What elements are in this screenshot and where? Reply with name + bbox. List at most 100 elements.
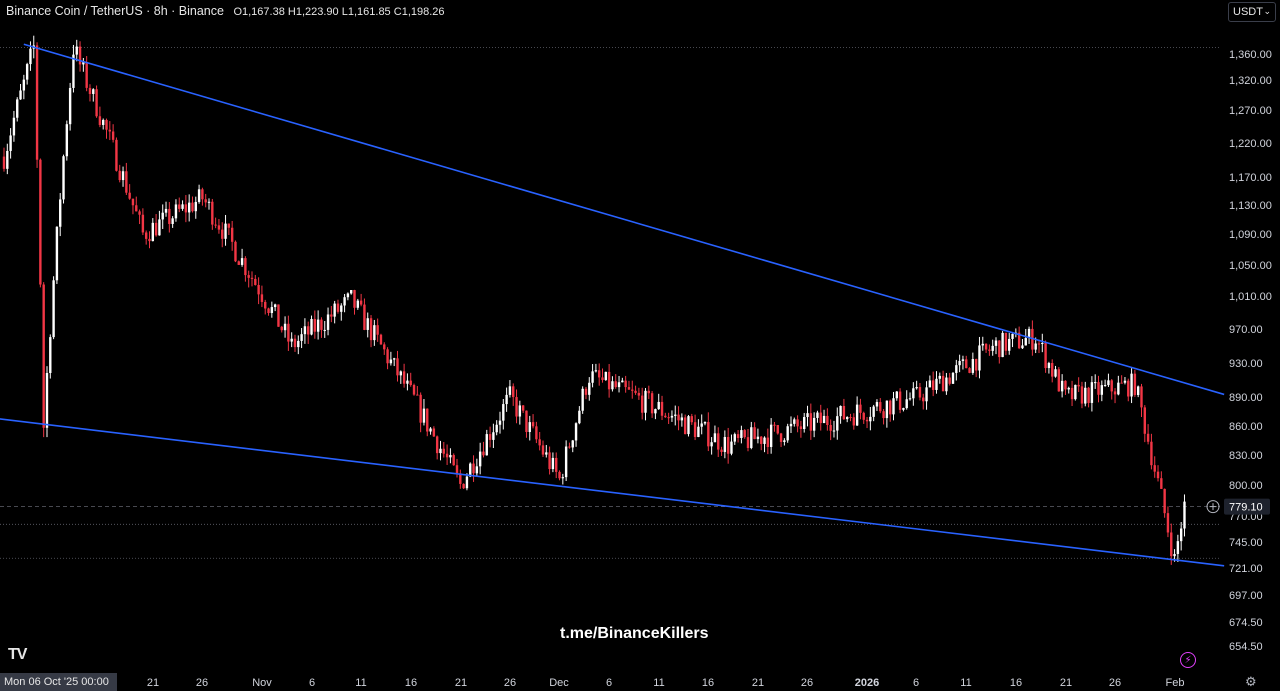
candle xyxy=(836,407,839,440)
candle xyxy=(776,425,779,435)
candle xyxy=(449,448,452,464)
candle xyxy=(307,321,310,344)
candle xyxy=(846,416,849,423)
candle xyxy=(902,407,905,412)
candle xyxy=(194,196,197,219)
candle xyxy=(998,340,1001,364)
candle xyxy=(598,363,601,386)
tradingview-logo[interactable]: TV xyxy=(8,646,27,663)
candle xyxy=(178,197,181,213)
candle xyxy=(769,418,773,454)
candle xyxy=(65,120,69,161)
candle xyxy=(1027,326,1031,344)
candle xyxy=(1117,375,1120,396)
y-tick-label: 970.00 xyxy=(1229,324,1263,336)
candle xyxy=(1113,388,1117,404)
candle xyxy=(912,382,915,406)
candle xyxy=(1166,506,1170,538)
symbol-title[interactable]: Binance Coin / TetherUS · 8h · Binance xyxy=(6,4,224,18)
candle xyxy=(429,427,432,435)
trendlines[interactable] xyxy=(0,43,1225,567)
x-tick-label: 26 xyxy=(801,677,813,689)
candle xyxy=(664,412,667,418)
candle xyxy=(187,194,191,222)
candle xyxy=(75,39,78,62)
candle xyxy=(412,383,416,396)
trendline-upper[interactable] xyxy=(23,43,1225,396)
candle xyxy=(482,441,485,458)
gear-icon[interactable]: ⚙ xyxy=(1245,674,1257,689)
candle xyxy=(492,423,495,449)
candle xyxy=(234,240,237,263)
candle xyxy=(779,432,783,448)
candle xyxy=(283,316,287,338)
candle xyxy=(531,414,535,429)
candle xyxy=(204,193,207,208)
candle xyxy=(806,405,809,427)
candle xyxy=(39,158,42,288)
candle xyxy=(224,214,227,246)
candle xyxy=(502,398,505,430)
x-tick-label: 6 xyxy=(606,677,612,689)
candle xyxy=(915,380,918,390)
candle xyxy=(389,351,393,366)
candle xyxy=(1150,433,1153,470)
candle xyxy=(875,399,879,411)
candle xyxy=(82,57,85,72)
candle xyxy=(72,44,75,93)
candle xyxy=(525,410,528,438)
candle xyxy=(1044,340,1047,373)
candle xyxy=(59,193,62,237)
candle xyxy=(654,408,657,420)
x-tick-label: 11 xyxy=(355,677,366,689)
candle xyxy=(121,166,125,187)
candle xyxy=(402,363,406,388)
candle xyxy=(1054,365,1057,378)
candle xyxy=(102,118,105,130)
currency-select[interactable]: USDT ⌄ xyxy=(1228,2,1276,22)
x-tick-label: 26 xyxy=(196,677,208,689)
x-tick-label: 16 xyxy=(1010,677,1022,689)
candle xyxy=(52,276,55,340)
candle xyxy=(746,428,750,452)
candle xyxy=(809,403,813,440)
candle xyxy=(581,386,584,414)
candle xyxy=(250,271,254,287)
candle xyxy=(350,290,353,295)
candle xyxy=(201,187,204,206)
bolt-icon[interactable]: ⚡ xyxy=(1180,652,1196,668)
candle xyxy=(432,426,436,437)
candle xyxy=(683,414,687,435)
y-tick-label: 721.00 xyxy=(1229,563,1263,575)
candle xyxy=(115,137,118,172)
candle xyxy=(452,453,455,466)
candle xyxy=(799,420,803,438)
time-axis[interactable]: 21 26 Nov 6 11 16 21 26 Dec 6 11 16 21 26 2026 6 11 16 21 2… xyxy=(147,677,1185,689)
trendline-lower[interactable] xyxy=(0,418,1225,567)
candle xyxy=(730,434,733,456)
candle xyxy=(1021,338,1024,349)
candle xyxy=(62,154,65,204)
add-alert-icon[interactable] xyxy=(1206,500,1220,514)
candle xyxy=(928,375,932,388)
candle xyxy=(925,381,928,410)
candle xyxy=(750,421,753,450)
candle xyxy=(935,371,938,394)
candle xyxy=(789,416,793,434)
candle xyxy=(978,336,981,379)
candle xyxy=(1123,377,1127,385)
candle xyxy=(1146,424,1150,445)
candle xyxy=(1153,456,1156,478)
candle xyxy=(214,217,217,229)
horizontal-levels xyxy=(0,47,1220,559)
x-tick-label: 16 xyxy=(405,677,417,689)
price-axis[interactable]: 1,360.00 1,320.00 1,270.00 1,220.00 1,170.00… xyxy=(1229,49,1272,653)
candle xyxy=(118,164,121,183)
candle xyxy=(221,222,224,248)
candle xyxy=(1094,374,1097,389)
x-tick-label: 11 xyxy=(960,677,971,689)
candle xyxy=(723,430,727,459)
candle xyxy=(346,292,350,301)
candle xyxy=(1140,383,1143,418)
